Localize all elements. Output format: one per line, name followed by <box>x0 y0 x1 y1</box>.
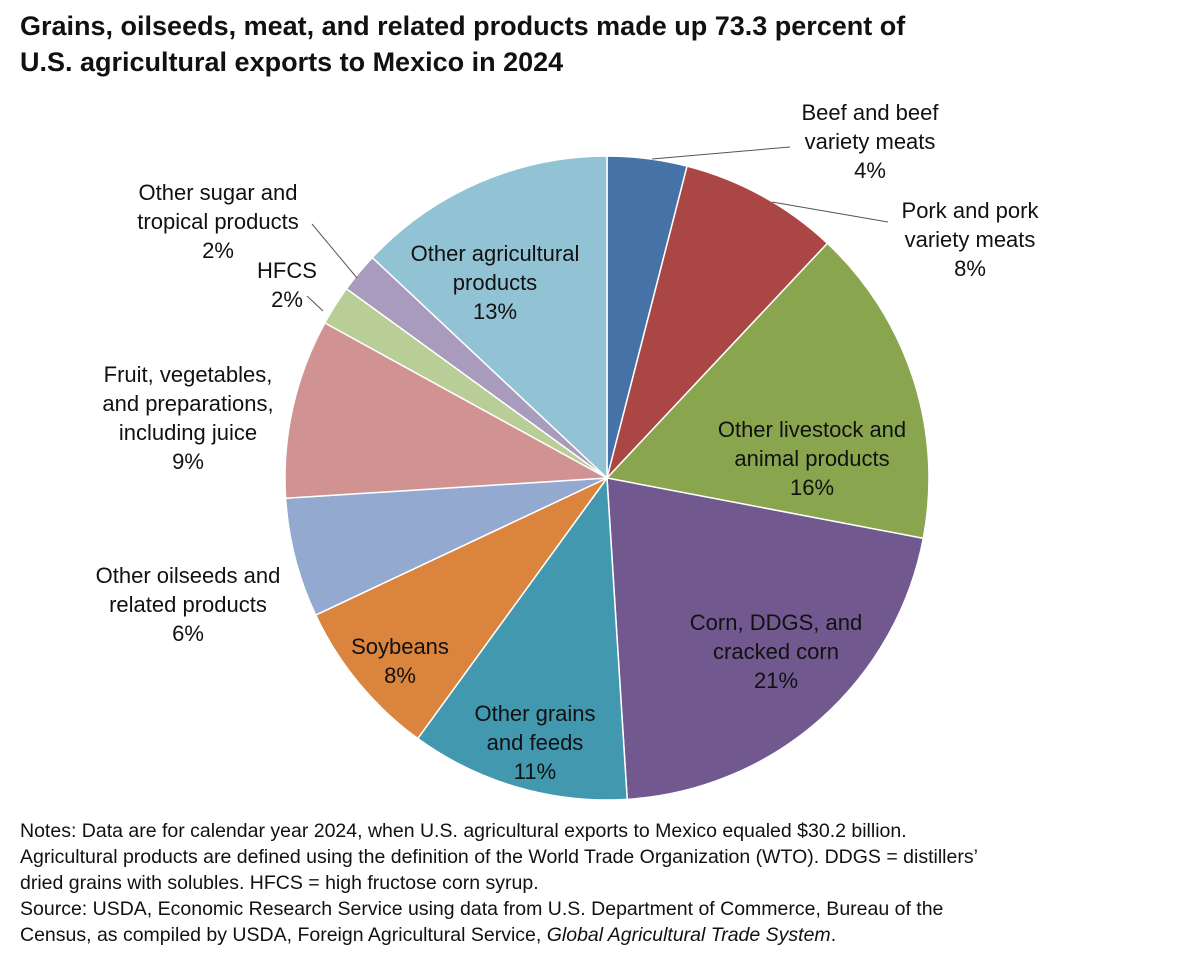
chart-title-line-1: Grains, oilseeds, meat, and related prod… <box>20 11 906 41</box>
slice-label-line-3-0: Corn, DDGS, and <box>690 610 862 635</box>
pie-slice-6 <box>284 477 608 617</box>
slice-label-line-0-0: Beef and beef <box>801 100 939 125</box>
slice-label-line-10-0: Other agricultural <box>411 241 580 266</box>
slice-label-4: Other grains and feeds 11% <box>474 701 595 784</box>
pie-chart: Beef and beef variety meats 4% Pork and por… <box>96 100 1040 801</box>
slice-percent-7: 9% <box>172 449 204 474</box>
slice-percent-5: 8% <box>384 663 416 688</box>
slice-percent-9: 2% <box>202 238 234 263</box>
slice-label-5: Soybeans 8% <box>351 634 449 688</box>
slice-label-line-1-0: Pork and pork <box>902 198 1040 223</box>
pie-slice-1 <box>606 165 829 479</box>
notes-line-1: Notes: Data are for calendar year 2024, … <box>20 820 907 842</box>
slice-label-line-4-1: and feeds <box>487 730 584 755</box>
slice-label-line-7-2: including juice <box>119 420 257 445</box>
pie-slices <box>284 155 930 801</box>
slice-percent-1: 8% <box>954 256 986 281</box>
slice-label-8: HFCS 2% <box>257 258 317 312</box>
slice-label-9: Other sugar and tropical products 2% <box>137 180 298 263</box>
slice-label-3: Corn, DDGS, and cracked corn 21% <box>690 610 862 693</box>
source-line-1: Source: USDA, Economic Research Service … <box>20 898 944 920</box>
leader-line-1 <box>771 201 889 223</box>
slice-label-line-6-1: related products <box>109 592 267 617</box>
slice-label-line-9-0: Other sugar and <box>139 180 298 205</box>
slice-percent-8: 2% <box>271 287 303 312</box>
pie-labels: Beef and beef variety meats 4% Pork and por… <box>96 100 1040 784</box>
slice-percent-4: 11% <box>514 759 556 784</box>
slice-percent-6: 6% <box>172 621 204 646</box>
pie-slice-5 <box>314 477 608 740</box>
slice-label-line-8-0: HFCS <box>257 258 317 283</box>
slice-percent-2: 16% <box>790 475 834 500</box>
notes-line-3: dried grains with solubles. HFCS = high … <box>20 872 539 894</box>
source-line-2: Census, as compiled by USDA, Foreign Agr… <box>20 922 1190 948</box>
slice-label-line-2-0: Other livestock and <box>718 417 906 442</box>
slice-label-line-5-0: Soybeans <box>351 634 449 659</box>
notes-line-2: Agricultural products are defined using … <box>20 846 978 868</box>
slice-label-line-3-1: cracked corn <box>713 639 839 664</box>
leader-line-0 <box>651 146 791 160</box>
slice-label-line-10-1: products <box>453 270 537 295</box>
slice-label-0: Beef and beef variety meats 4% <box>801 100 939 183</box>
slice-label-line-2-1: animal products <box>734 446 889 471</box>
pie-slice-10 <box>371 155 608 480</box>
leader-line-8 <box>306 295 324 312</box>
chart-title: Grains, oilseeds, meat, and related prod… <box>20 8 1180 80</box>
pie-slice-7 <box>284 321 610 500</box>
chart-title-line-2: U.S. agricultural exports to Mexico in 2… <box>20 47 564 77</box>
leader-line-9 <box>311 223 358 279</box>
slice-percent-10: 13% <box>473 299 517 324</box>
slice-label-2: Other livestock and animal products 16% <box>718 417 906 500</box>
pie-slice-3 <box>606 477 925 801</box>
slice-label-line-7-1: and preparations, <box>102 391 273 416</box>
slice-label-6: Other oilseeds and related products 6% <box>96 563 281 646</box>
source-publication-title: Global Agricultural Trade System <box>546 924 831 946</box>
source-line-2-prefix: Census, as compiled by USDA, Foreign Agr… <box>20 924 547 946</box>
source-line-2-suffix: . <box>830 924 837 946</box>
slice-label-line-7-0: Fruit, vegetables, <box>104 362 273 387</box>
slice-label-line-4-0: Other grains <box>474 701 595 726</box>
pie-slice-2 <box>605 242 930 540</box>
slice-label-line-1-1: variety meats <box>905 227 1036 252</box>
slice-label-line-9-1: tropical products <box>137 209 298 234</box>
leader-lines <box>306 146 889 312</box>
slice-percent-3: 21% <box>754 668 798 693</box>
slice-label-line-6-0: Other oilseeds and <box>96 563 281 588</box>
pie-slice-4 <box>416 475 629 801</box>
slice-label-1: Pork and pork variety meats 8% <box>902 198 1040 281</box>
slice-label-line-0-1: variety meats <box>805 129 936 154</box>
slice-label-10: Other agricultural products 13% <box>411 241 580 324</box>
notes-block: Notes: Data are for calendar year 2024, … <box>20 818 1190 948</box>
slice-label-7: Fruit, vegetables, and preparations, inclu… <box>102 362 273 474</box>
slice-percent-0: 4% <box>854 158 886 183</box>
